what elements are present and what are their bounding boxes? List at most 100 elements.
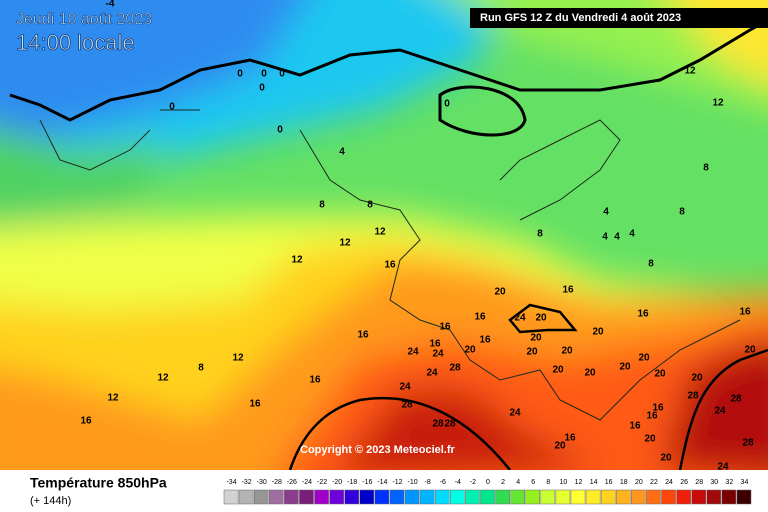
contour-label: 20 <box>744 345 756 356</box>
color-swatch <box>661 489 676 505</box>
contour-label: 16 <box>474 312 486 323</box>
color-scale: -34 -32 -30 -28 -26 -24 -22 -20 -18 -16 -14 -12 -10-… <box>223 479 752 505</box>
color-swatch <box>465 489 480 505</box>
scale-label: 22 <box>650 479 658 486</box>
contour-label: 24 <box>432 349 444 360</box>
contour-label: 20 <box>619 362 631 373</box>
contour-label: 0 <box>237 69 243 80</box>
color-swatch <box>480 489 495 505</box>
contour-label: 12 <box>712 98 724 109</box>
color-swatch <box>389 489 405 505</box>
color-swatch <box>269 489 284 505</box>
scale-label: -32 <box>242 479 252 486</box>
color-swatch <box>555 489 571 505</box>
color-swatch <box>525 489 541 505</box>
color-swatch <box>721 489 737 505</box>
scale-label: -20 <box>332 479 342 486</box>
contour-label: 0 <box>444 99 450 110</box>
contour-label: 0 <box>279 69 285 80</box>
scale-label: -6 <box>440 479 446 486</box>
color-swatch <box>223 489 239 505</box>
contour-label: 12 <box>232 353 244 364</box>
contour-label: 8 <box>198 363 204 374</box>
contour-label: 16 <box>309 375 321 386</box>
scale-label: 6 <box>531 479 535 486</box>
scale-label: -4 <box>455 479 461 486</box>
forecast-date: Jeudi 10 août 2023 <box>16 11 152 28</box>
contour-label: 20 <box>644 434 656 445</box>
contour-label: 8 <box>648 259 654 270</box>
scale-label: 20 <box>635 479 643 486</box>
color-swatch <box>540 489 556 505</box>
contour-label: 4 <box>629 229 635 240</box>
contour-label: 12 <box>291 255 303 266</box>
scale-label: 2 <box>501 479 505 486</box>
contour-label: 0 <box>261 69 267 80</box>
color-swatch <box>344 489 360 505</box>
color-swatch <box>419 489 435 505</box>
color-swatch <box>676 489 691 505</box>
contour-label: 20 <box>552 365 564 376</box>
contour-label: 20 <box>535 313 547 324</box>
contour-label: 28 <box>401 400 413 411</box>
scale-label: 14 <box>590 479 598 486</box>
contour-label: 16 <box>249 399 261 410</box>
contour-label: 28 <box>687 391 699 402</box>
contour-label: 12 <box>684 66 696 77</box>
scale-label: 0 <box>486 479 490 486</box>
contour-label: 24 <box>399 382 411 393</box>
color-swatch <box>736 489 752 505</box>
run-box <box>470 8 768 28</box>
scale-label: -12 <box>392 479 402 486</box>
scale-label: -28 <box>272 479 282 486</box>
contour-label: 12 <box>157 373 169 384</box>
color-swatch <box>314 489 329 505</box>
scale-label: -30 <box>257 479 267 486</box>
contour-label: 20 <box>554 441 566 452</box>
contour-label: 16 <box>439 322 451 333</box>
color-swatch <box>510 489 525 505</box>
contour-label: 4 <box>603 207 609 218</box>
scale-label: 8 <box>546 479 550 486</box>
contour-label: 20 <box>660 453 672 464</box>
contour-label: 4 <box>339 147 345 158</box>
contour-label: 24 <box>509 408 521 419</box>
isotherm <box>288 396 511 470</box>
contour-label: 16 <box>637 309 649 320</box>
scale-label: -2 <box>470 479 476 486</box>
contour-label: 28 <box>730 394 742 405</box>
scale-label: -8 <box>425 479 431 486</box>
scale-label: 18 <box>620 479 628 486</box>
copyright: Copyright © 2023 Meteociel.fr <box>300 444 456 456</box>
scale-label: 10 <box>560 479 568 486</box>
color-swatch <box>238 489 254 505</box>
scale-label: -18 <box>347 479 357 486</box>
scale-label: -24 <box>302 479 312 486</box>
scale-label: 30 <box>710 479 718 486</box>
contour-label: 24 <box>514 313 526 324</box>
contour-label: 20 <box>494 287 506 298</box>
contour-label: 24 <box>717 462 729 473</box>
contour-label: 0 <box>259 83 265 94</box>
coastline <box>39 109 741 421</box>
scale-label: 26 <box>680 479 688 486</box>
contour-label: 16 <box>739 307 751 318</box>
scale-label: -34 <box>226 479 236 486</box>
legend-title: Température 850hPa <box>30 475 167 491</box>
contour-label: 16 <box>646 411 658 422</box>
isotherm <box>9 18 768 122</box>
color-swatch <box>570 489 586 505</box>
color-swatch <box>434 489 450 505</box>
color-swatch <box>329 489 344 505</box>
contour-label: 0 <box>169 102 175 113</box>
contour-label: 12 <box>374 227 386 238</box>
color-swatch <box>299 489 314 505</box>
scale-label: 28 <box>695 479 703 486</box>
contour-label: 12 <box>339 238 351 249</box>
color-swatch <box>359 489 375 505</box>
contour-label: 24 <box>714 406 726 417</box>
scale-label: -10 <box>408 479 418 486</box>
contour-label: 20 <box>561 346 573 357</box>
